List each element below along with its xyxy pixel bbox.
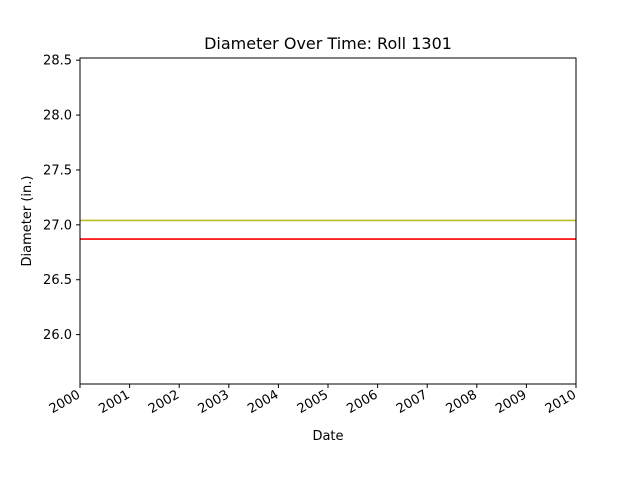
x-tick-label-2007: 2007 — [394, 387, 430, 417]
x-tick-label-2006: 2006 — [344, 387, 380, 417]
x-tick-label-2002: 2002 — [146, 387, 182, 417]
x-tick-label-2004: 2004 — [245, 387, 281, 417]
x-tick-label-2000: 2000 — [47, 387, 83, 417]
y-axis-label: Diameter (in.) — [20, 176, 35, 267]
y-tick-label-28.0: 28.0 — [43, 109, 72, 124]
y-tick-label-27.0: 27.0 — [43, 218, 72, 233]
plot-area: 26.0 26.5 27.0 27.5 28.0 28.5 2000 2001 2002 2003… — [43, 54, 579, 417]
x-tick-label-2010: 2010 — [543, 387, 579, 417]
y-tick-label-28.5: 28.5 — [43, 54, 72, 69]
x-tick-label-2003: 2003 — [196, 387, 232, 417]
x-tick-label-2009: 2009 — [493, 387, 529, 417]
chart-title: Diameter Over Time: Roll 1301 — [204, 34, 452, 53]
x-tick-label-2001: 2001 — [96, 387, 132, 417]
x-tick-label-2005: 2005 — [295, 387, 331, 417]
x-axis-label: Date — [312, 429, 343, 444]
x-tick-label-2008: 2008 — [444, 387, 480, 417]
y-tick-label-26.0: 26.0 — [43, 328, 72, 343]
y-tick-label-26.5: 26.5 — [43, 273, 72, 288]
y-tick-label-27.5: 27.5 — [43, 163, 72, 178]
